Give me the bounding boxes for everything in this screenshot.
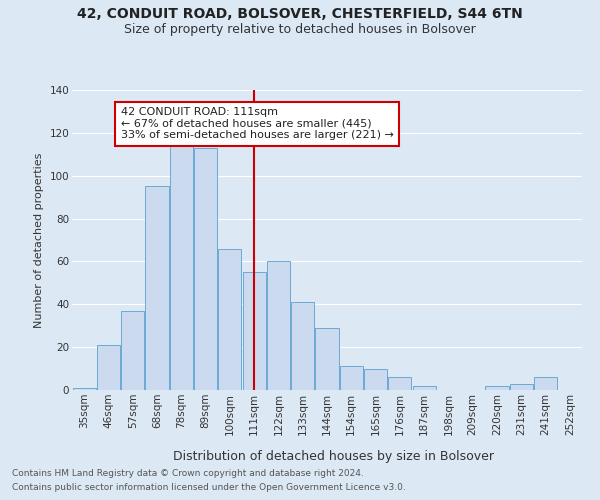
Bar bbox=[413, 386, 436, 390]
Bar bbox=[316, 328, 338, 390]
Bar bbox=[510, 384, 533, 390]
Text: 42, CONDUIT ROAD, BOLSOVER, CHESTERFIELD, S44 6TN: 42, CONDUIT ROAD, BOLSOVER, CHESTERFIELD… bbox=[77, 8, 523, 22]
Bar bbox=[242, 272, 266, 390]
Text: Contains public sector information licensed under the Open Government Licence v3: Contains public sector information licen… bbox=[12, 484, 406, 492]
Bar bbox=[73, 388, 95, 390]
Bar bbox=[364, 368, 387, 390]
Bar bbox=[267, 262, 290, 390]
Bar bbox=[170, 137, 193, 390]
Bar bbox=[485, 386, 509, 390]
Bar bbox=[340, 366, 363, 390]
Bar bbox=[97, 345, 120, 390]
Bar bbox=[388, 377, 412, 390]
Bar bbox=[218, 248, 241, 390]
Bar bbox=[121, 310, 144, 390]
Text: 42 CONDUIT ROAD: 111sqm
← 67% of detached houses are smaller (445)
33% of semi-d: 42 CONDUIT ROAD: 111sqm ← 67% of detache… bbox=[121, 107, 394, 140]
Text: Contains HM Land Registry data © Crown copyright and database right 2024.: Contains HM Land Registry data © Crown c… bbox=[12, 468, 364, 477]
Bar bbox=[291, 302, 314, 390]
Bar bbox=[194, 148, 217, 390]
Y-axis label: Number of detached properties: Number of detached properties bbox=[34, 152, 44, 328]
Text: Size of property relative to detached houses in Bolsover: Size of property relative to detached ho… bbox=[124, 22, 476, 36]
Bar bbox=[145, 186, 169, 390]
Bar bbox=[534, 377, 557, 390]
Text: Distribution of detached houses by size in Bolsover: Distribution of detached houses by size … bbox=[173, 450, 494, 463]
